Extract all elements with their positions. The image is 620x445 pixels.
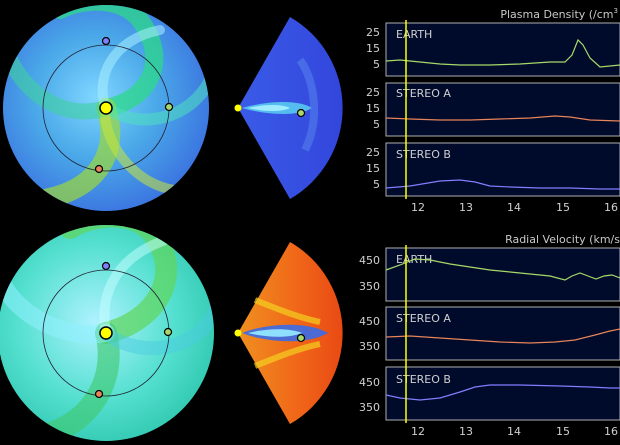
velocity-meridional-wedge <box>234 242 343 424</box>
svg-text:13: 13 <box>459 425 473 438</box>
stereo-b-marker <box>101 36 111 46</box>
velocity-track-earth: EARTH 450 350 <box>359 247 620 302</box>
svg-text:25: 25 <box>366 26 380 39</box>
stereo-a-marker <box>94 164 104 174</box>
svg-text:25: 25 <box>366 146 380 159</box>
svg-text:16: 16 <box>604 201 618 214</box>
svg-text:15: 15 <box>366 102 380 115</box>
svg-text:12: 12 <box>411 425 425 438</box>
density-track-stereo-a: STEREO A 25 15 5 <box>366 82 620 137</box>
density-timeseries-panel: Plasma Density (/cm3 EARTH 25 15 5 STERE… <box>366 7 620 214</box>
density-ecliptic-disk <box>3 5 209 211</box>
velocity-ecliptic-disk <box>0 225 214 441</box>
track-label: EARTH <box>396 28 432 41</box>
svg-text:450: 450 <box>359 254 380 267</box>
density-stereo-a-series <box>385 115 620 122</box>
velocity-track-stereo-b: STEREO B 450 350 <box>359 366 620 421</box>
svg-text:5: 5 <box>373 118 380 131</box>
svg-text:15: 15 <box>556 201 570 214</box>
svg-text:450: 450 <box>359 376 380 389</box>
svg-text:15: 15 <box>366 42 380 55</box>
svg-text:350: 350 <box>359 340 380 353</box>
svg-text:15: 15 <box>366 162 380 175</box>
density-meridional-wedge <box>234 17 343 199</box>
track-label: STEREO A <box>396 87 451 100</box>
density-title: Plasma Density (/cm3 <box>500 7 618 21</box>
density-x-ticks: 12 13 14 15 16 <box>411 201 618 214</box>
density-stereo-b-series <box>385 179 620 190</box>
svg-text:16: 16 <box>604 425 618 438</box>
track-label: STEREO B <box>396 148 451 161</box>
svg-text:14: 14 <box>507 201 521 214</box>
svg-text:5: 5 <box>373 178 380 191</box>
sun-marker <box>99 101 113 115</box>
velocity-earth-series <box>385 258 620 281</box>
velocity-track-stereo-a: STEREO A 450 350 <box>359 306 620 361</box>
track-label: STEREO A <box>396 312 451 325</box>
track-label: STEREO B <box>396 373 451 386</box>
svg-text:350: 350 <box>359 280 380 293</box>
velocity-stereo-b-series <box>385 384 620 401</box>
svg-text:5: 5 <box>373 58 380 71</box>
svg-text:25: 25 <box>366 86 380 99</box>
svg-text:13: 13 <box>459 201 473 214</box>
velocity-title: Radial Velocity (km/s <box>505 233 620 246</box>
svg-text:350: 350 <box>359 401 380 414</box>
earth-marker <box>164 102 174 112</box>
density-track-earth: EARTH 25 15 5 <box>366 22 620 77</box>
velocity-timeseries-panel: Radial Velocity (km/s EARTH 450 350 STER… <box>359 233 620 438</box>
svg-text:450: 450 <box>359 315 380 328</box>
svg-text:14: 14 <box>507 425 521 438</box>
density-earth-series <box>385 38 620 68</box>
density-track-stereo-b: STEREO B 25 15 5 <box>366 142 620 197</box>
svg-text:12: 12 <box>411 201 425 214</box>
velocity-stereo-a-series <box>385 328 620 344</box>
svg-text:15: 15 <box>556 425 570 438</box>
velocity-x-ticks: 12 13 14 15 16 <box>411 425 618 438</box>
